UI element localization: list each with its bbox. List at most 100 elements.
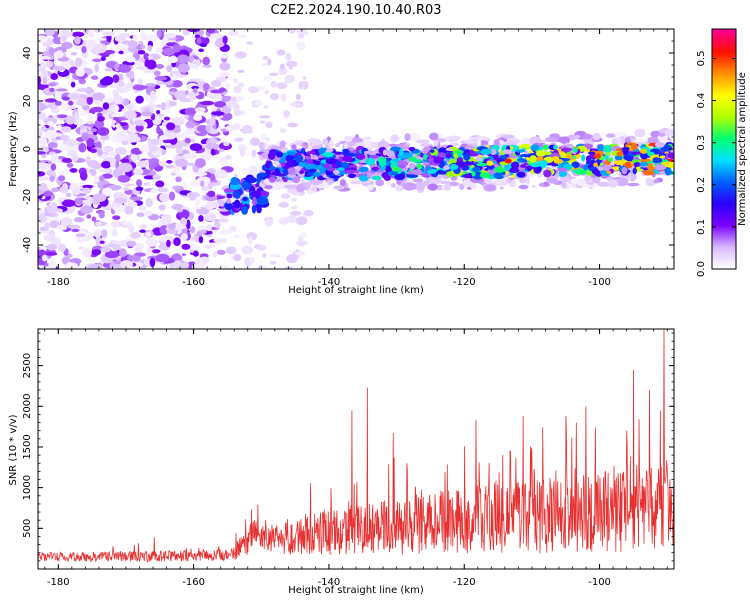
noise-blob xyxy=(41,254,48,262)
colorbar-cell xyxy=(712,163,736,166)
band-blob xyxy=(494,166,506,173)
noise-blob xyxy=(71,153,79,162)
noise-blob xyxy=(61,199,76,208)
noise-blob xyxy=(59,144,70,151)
band-blob xyxy=(502,149,513,155)
noise-blob xyxy=(189,143,203,151)
spectrogram-panel: -180 -160 -140 -120 -100 -40 -20 0 20 40 Height … xyxy=(8,28,675,296)
faint-noise-blob xyxy=(246,128,253,134)
noise-blob xyxy=(218,218,228,223)
colorbar-cell xyxy=(712,199,736,202)
noise-blob xyxy=(182,29,188,34)
noise-blob xyxy=(127,39,138,49)
noise-blob xyxy=(173,237,181,246)
colorbar-frame xyxy=(711,28,737,270)
band-blob xyxy=(445,153,452,159)
faint-noise-blob xyxy=(298,242,305,247)
noise-blob xyxy=(212,251,218,258)
onset-blob xyxy=(233,190,241,199)
faint-noise-blob xyxy=(234,234,241,239)
noise-blob xyxy=(199,42,208,48)
noise-blob xyxy=(52,65,66,71)
band-blob xyxy=(475,156,483,162)
noise-blob xyxy=(82,247,92,258)
band-blob xyxy=(530,144,540,151)
onset-blob xyxy=(245,176,257,184)
colorbar-cell xyxy=(712,51,736,54)
noise-blob xyxy=(208,128,219,135)
colorbar-cell xyxy=(712,99,736,102)
peak-blob xyxy=(640,148,648,154)
band-blob xyxy=(274,168,280,175)
noise-blob xyxy=(149,188,157,194)
faint-noise-blob xyxy=(233,137,244,142)
noise-blob xyxy=(50,153,59,163)
spectrogram-x-axis: -180 -160 -140 -120 -100 xyxy=(44,29,668,288)
colorbar-cell xyxy=(712,113,736,116)
noise-blob xyxy=(158,204,166,210)
noise-blob xyxy=(82,199,90,204)
snr-y-tick-label: 500 xyxy=(22,519,33,538)
noise-blob xyxy=(47,142,58,149)
band-halo-blob xyxy=(597,181,612,187)
colorbar-cell xyxy=(712,95,736,98)
band-blob xyxy=(409,162,416,170)
band-halo-blob xyxy=(429,132,439,141)
faint-noise-blob xyxy=(251,149,257,158)
colorbar-cell xyxy=(712,101,736,104)
colorbar-cell xyxy=(712,61,736,64)
band-blob xyxy=(287,167,296,176)
band-halo-blob xyxy=(291,144,297,151)
faint-noise-blob xyxy=(276,82,288,90)
faint-noise-blob xyxy=(279,63,285,70)
faint-noise-blob xyxy=(278,67,288,76)
faint-noise-blob xyxy=(269,93,280,101)
noise-blob xyxy=(132,84,146,91)
colorbar-cell xyxy=(712,195,736,198)
colorbar-label: Normalized spectral amplitude xyxy=(737,72,748,226)
band-blob xyxy=(366,172,372,178)
band-blob xyxy=(313,171,321,177)
noise-blob xyxy=(187,162,196,167)
spectrogram-x-tick-label: -120 xyxy=(453,277,476,288)
peak-blob xyxy=(616,151,624,157)
snr-y-axis: 500 1000 1500 2000 2500 xyxy=(22,332,674,570)
noise-blob xyxy=(216,249,226,255)
snr-x-label: Height of straight line (km) xyxy=(288,585,424,596)
noise-blob xyxy=(112,74,120,83)
colorbar-ticks: 0.0 0.1 0.2 0.3 0.4 0.5 xyxy=(696,51,736,277)
noise-blob xyxy=(215,54,229,58)
band-halo-blob xyxy=(626,182,640,187)
band-halo-blob xyxy=(402,182,417,191)
band-blob xyxy=(664,167,672,176)
faint-noise-blob xyxy=(288,29,296,34)
band-halo-blob xyxy=(518,178,528,184)
faint-noise-blob xyxy=(262,75,273,81)
faint-noise-blob xyxy=(234,51,247,59)
noise-blob xyxy=(198,229,207,234)
noise-blob xyxy=(143,251,154,256)
noise-blob xyxy=(182,153,197,160)
colorbar-tick-label: 0.0 xyxy=(696,261,707,277)
noise-blob xyxy=(214,169,228,179)
peak-blob xyxy=(504,158,512,164)
band-blob xyxy=(642,169,655,176)
noise-blob xyxy=(170,172,176,176)
noise-blob xyxy=(94,63,100,73)
colorbar-cell xyxy=(712,85,736,88)
noise-blob xyxy=(219,72,230,78)
colorbar-cell xyxy=(712,193,736,196)
band-blob xyxy=(585,155,591,163)
noise-blob xyxy=(166,65,173,73)
noise-blob xyxy=(160,214,172,225)
colorbar-cell xyxy=(712,109,736,112)
band-blob xyxy=(363,150,372,154)
noise-blob xyxy=(159,236,167,242)
band-halo-blob xyxy=(606,176,612,181)
noise-blob xyxy=(50,187,59,193)
band-blob xyxy=(632,167,637,175)
band-blob xyxy=(275,151,284,158)
band-blob xyxy=(358,175,369,182)
noise-blob xyxy=(74,198,84,205)
